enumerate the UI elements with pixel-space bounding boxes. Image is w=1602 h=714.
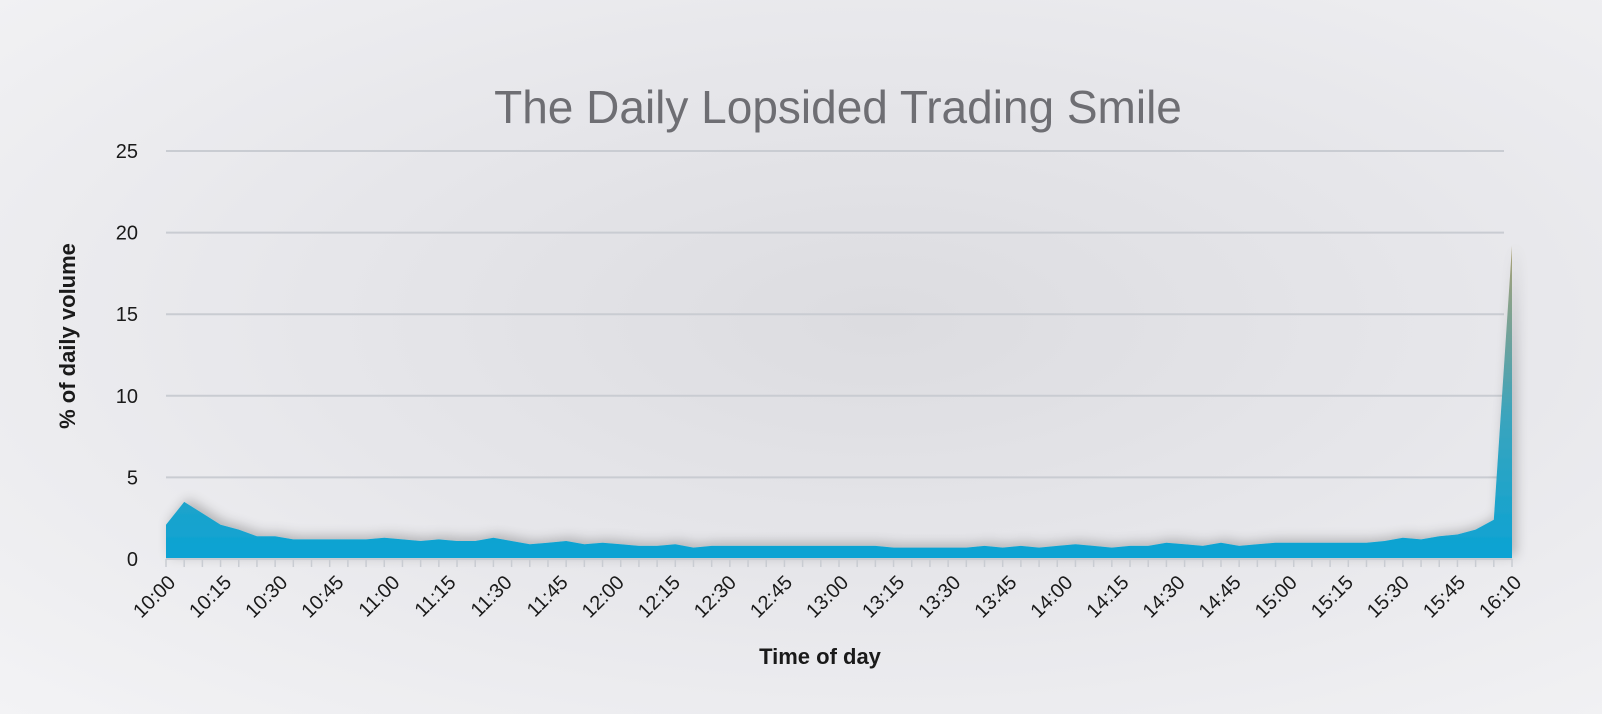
- x-tick-label: 15:30: [1363, 572, 1414, 623]
- y-tick-label: 15: [116, 304, 138, 326]
- x-tick-label: 10:45: [297, 572, 348, 623]
- y-axis-label: % of daily volume: [55, 243, 80, 429]
- y-axis-ticks: 0 5 10 15 20 25: [116, 141, 138, 571]
- x-tick-label: 14:00: [1027, 572, 1078, 623]
- x-tick-label: 13:00: [802, 572, 853, 623]
- x-tick-label: 12:30: [690, 572, 741, 623]
- x-tick-label: 15:45: [1419, 572, 1470, 623]
- y-tick-label: 25: [116, 141, 138, 163]
- x-tick-label: 15:15: [1307, 572, 1358, 623]
- x-tick-label: 16:10: [1475, 572, 1526, 623]
- gridlines: [166, 150, 1504, 479]
- x-tick-label: 12:15: [634, 572, 685, 623]
- x-tick-label: 11:15: [411, 572, 461, 622]
- x-axis-label: Time of day: [759, 644, 882, 669]
- x-tick-label: 11:00: [355, 572, 405, 622]
- x-tick-label: 13:15: [858, 572, 909, 623]
- x-axis: [165, 558, 1513, 567]
- x-axis-ticks: 10:00 10:15 10:30 10:45 11:00 11:15 11:30 11:45…: [129, 572, 1526, 623]
- y-tick-label: 5: [127, 467, 138, 489]
- x-tick-label: 14:45: [1195, 572, 1246, 623]
- x-tick-label: 10:00: [129, 572, 180, 623]
- x-tick-label: 13:30: [914, 572, 965, 623]
- y-tick-label: 10: [116, 386, 138, 408]
- x-tick-label: 11:45: [523, 572, 573, 622]
- y-tick-label: 0: [127, 549, 138, 571]
- x-tick-label: 12:45: [746, 572, 797, 623]
- x-tick-label: 12:00: [578, 572, 629, 623]
- x-tick-label: 11:30: [467, 572, 517, 622]
- x-tick-label: 13:45: [970, 572, 1021, 623]
- y-tick-label: 20: [116, 223, 138, 245]
- x-tick-label: 10:15: [185, 572, 236, 623]
- x-tick-label: 14:15: [1083, 572, 1134, 623]
- x-tick-label: 14:30: [1139, 572, 1190, 623]
- area-fill: [166, 245, 1512, 559]
- chart-title: The Daily Lopsided Trading Smile: [494, 81, 1182, 133]
- area-series: [166, 245, 1512, 559]
- x-tick-label: 10:30: [241, 572, 292, 623]
- x-tick-label: 15:00: [1251, 572, 1302, 623]
